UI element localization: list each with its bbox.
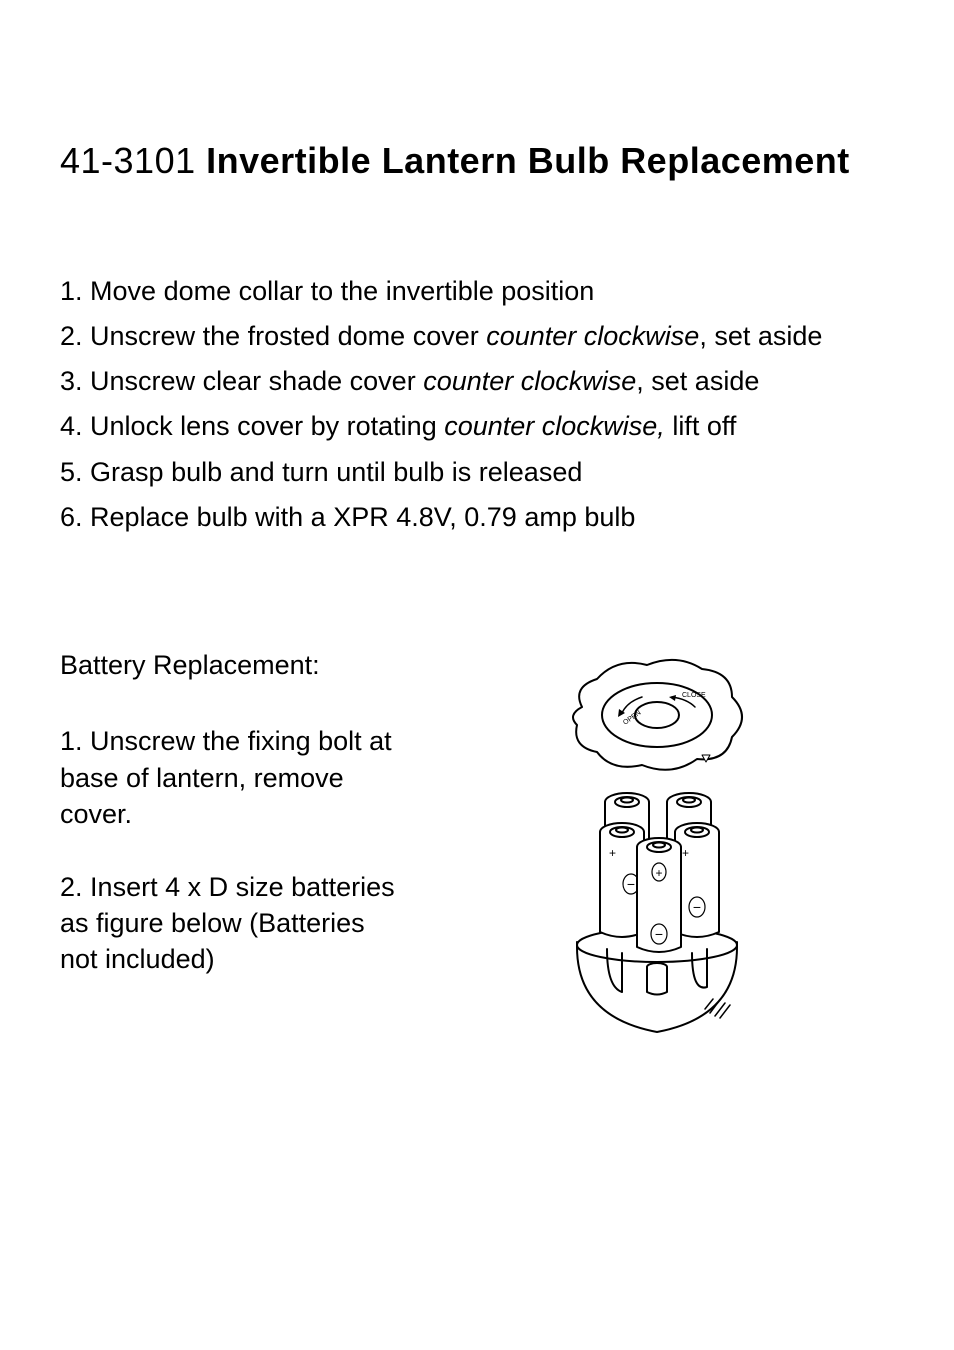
step-text-pre: Unscrew clear shade cover — [90, 366, 423, 396]
step-num: 1. — [60, 276, 83, 306]
battery-step: 1. Unscrew the fixing bolt at base of la… — [60, 723, 400, 832]
document-page: 41-3101 Invertible Lantern Bulb Replacem… — [0, 0, 954, 1107]
step-text-post: lift off — [665, 411, 737, 441]
product-code: 41-3101 — [60, 140, 196, 181]
lantern-cap: CLOSE OPEN — [573, 660, 742, 770]
step-text-italic: counter clockwise — [486, 321, 699, 351]
step-text: Insert 4 x D size batteries as figure be… — [60, 872, 395, 975]
svg-text:CLOSE: CLOSE — [682, 692, 706, 699]
battery-text-column: Battery Replacement: 1. Unscrew the fixi… — [60, 647, 400, 1014]
step-text: Grasp bulb and turn until bulb is releas… — [90, 457, 582, 487]
svg-text:−: − — [693, 899, 701, 915]
step-num: 6. — [60, 502, 83, 532]
bulb-step: 4. Unlock lens cover by rotating counter… — [60, 407, 894, 446]
step-text: Unscrew the fixing bolt at base of lante… — [60, 726, 392, 829]
step-num: 3. — [60, 366, 83, 396]
page-title: 41-3101 Invertible Lantern Bulb Replacem… — [60, 140, 894, 182]
bulb-step: 2. Unscrew the frosted dome cover counte… — [60, 317, 894, 356]
step-text-post: , set aside — [636, 366, 759, 396]
product-name: Invertible Lantern Bulb Replacement — [206, 140, 850, 181]
svg-text:+: + — [609, 846, 616, 860]
battery-section: Battery Replacement: 1. Unscrew the fixi… — [60, 647, 894, 1047]
step-num: 4. — [60, 411, 83, 441]
svg-text:−: − — [655, 926, 663, 942]
battery-diagram: + − + − — [420, 647, 894, 1047]
bulb-step: 5. Grasp bulb and turn until bulb is rel… — [60, 453, 894, 492]
step-text-pre: Unscrew the frosted dome cover — [90, 321, 486, 351]
lantern-diagram-svg: + − + − — [527, 647, 787, 1047]
bulb-steps-list: 1. Move dome collar to the invertible po… — [60, 272, 894, 537]
bulb-step: 3. Unscrew clear shade cover counter clo… — [60, 362, 894, 401]
bulb-step: 1. Move dome collar to the invertible po… — [60, 272, 894, 311]
step-text: Replace bulb with a XPR 4.8V, 0.79 amp b… — [90, 502, 635, 532]
battery-step: 2. Insert 4 x D size batteries as figure… — [60, 869, 400, 978]
step-num: 2. — [60, 321, 83, 351]
step-num: 5. — [60, 457, 83, 487]
svg-text:+: + — [655, 866, 662, 880]
step-text-post: , set aside — [699, 321, 822, 351]
svg-text:−: − — [627, 876, 635, 892]
battery-heading: Battery Replacement: — [60, 647, 400, 683]
step-text: Move dome collar to the invertible posit… — [90, 276, 594, 306]
step-num: 1. — [60, 726, 83, 756]
step-text-italic: counter clockwise, — [444, 411, 665, 441]
svg-text:+: + — [682, 846, 689, 860]
step-text-pre: Unlock lens cover by rotating — [90, 411, 444, 441]
bulb-step: 6. Replace bulb with a XPR 4.8V, 0.79 am… — [60, 498, 894, 537]
step-num: 2. — [60, 872, 83, 902]
batteries: + − + − — [600, 793, 719, 952]
step-text-italic: counter clockwise — [423, 366, 636, 396]
